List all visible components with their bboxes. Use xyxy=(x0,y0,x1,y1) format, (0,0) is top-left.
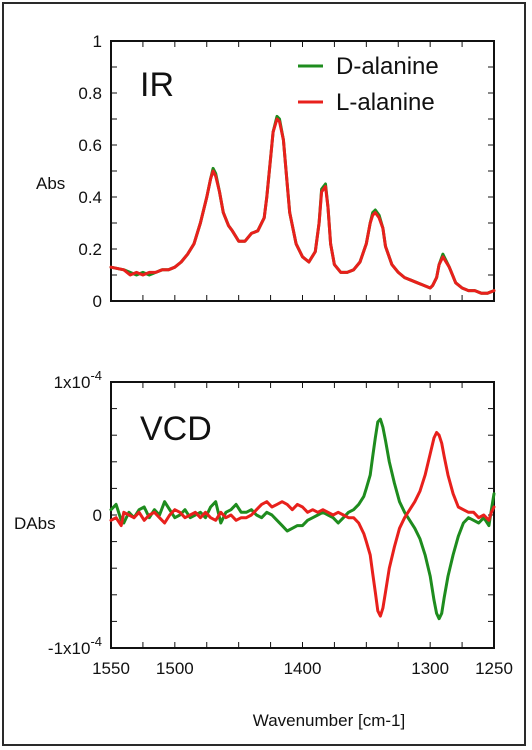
vcd-panel-label: VCD xyxy=(140,410,212,448)
ir-y-tick-label: 0.6 xyxy=(78,136,102,155)
ir-series-l-alanine xyxy=(109,117,496,295)
ir-panel: 1 0.8 0.6 0.4 0.2 0 IR Abs D-alanine L-alanin… xyxy=(36,32,496,311)
ir-panel-label: IR xyxy=(140,66,174,104)
vcd-y-tick-label: 1x10-4 xyxy=(54,368,102,392)
vcd-y-tick-label: 0 xyxy=(93,506,102,525)
vcd-y-tick-label: -1x10-4 xyxy=(48,634,102,658)
ir-y-axis-title: Abs xyxy=(36,174,65,193)
vcd-lines xyxy=(109,417,496,621)
ir-y-tick-label: 1 xyxy=(93,32,102,51)
ir-y-tick-label: 0.2 xyxy=(78,240,102,259)
legend-label-d-alanine: D-alanine xyxy=(336,53,439,80)
ir-legend: D-alanine L-alanine xyxy=(298,53,439,116)
x-axis-title: Wavenumber [cm-1] xyxy=(253,711,405,730)
ir-y-tick-label: 0.8 xyxy=(78,84,102,103)
vcd-y-axis-title: DAbs xyxy=(14,514,56,533)
ir-ticks: 1 0.8 0.6 0.4 0.2 0 xyxy=(78,32,495,311)
x-tick-label: 1400 xyxy=(284,659,322,678)
ir-series-d-alanine xyxy=(109,114,496,295)
vcd-series-d-alanine xyxy=(109,417,496,621)
legend-label-l-alanine: L-alanine xyxy=(336,89,435,116)
ir-y-tick-label: 0.4 xyxy=(78,188,102,207)
x-tick-label: 1500 xyxy=(156,659,194,678)
x-tick-label: 1300 xyxy=(411,659,449,678)
vcd-series-l-alanine xyxy=(109,431,496,618)
ir-y-tick-label: 0 xyxy=(93,292,102,311)
figure-frame: 1 0.8 0.6 0.4 0.2 0 IR Abs D-alanine L-alanin… xyxy=(2,2,526,746)
x-tick-label: 1550 xyxy=(92,659,130,678)
chart-svg: 1 0.8 0.6 0.4 0.2 0 IR Abs D-alanine L-alanin… xyxy=(14,32,513,730)
x-tick-label: 1250 xyxy=(475,659,513,678)
ir-lines xyxy=(109,114,496,295)
